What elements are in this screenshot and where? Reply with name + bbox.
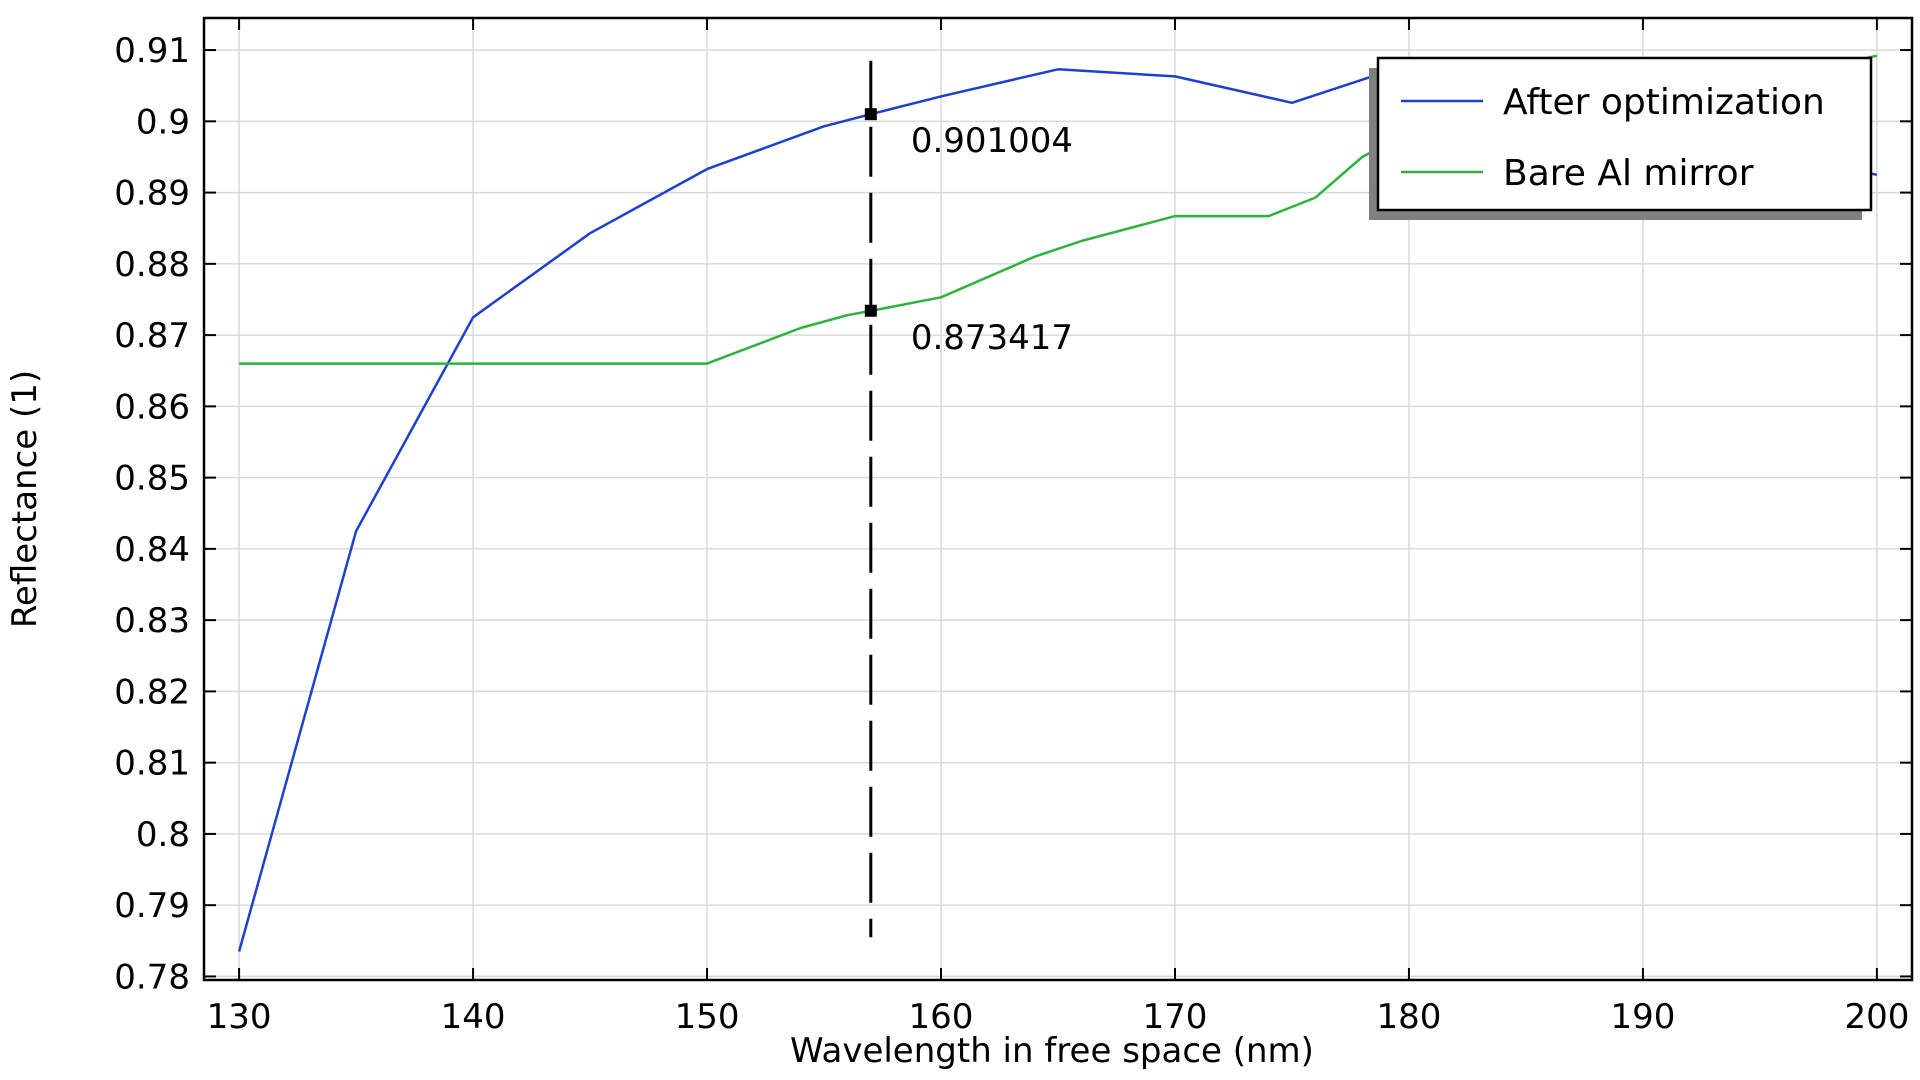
y-tick-label: 0.83 [114, 601, 190, 641]
y-tick-label: 0.87 [114, 316, 190, 356]
y-tick-label: 0.82 [114, 672, 190, 712]
plot-frame [202, 16, 1914, 982]
y-tick-label: 0.84 [114, 530, 190, 570]
axis-ticks [204, 18, 1912, 980]
y-axis-title: Reflectance (1) [5, 370, 45, 628]
x-tick-label: 170 [1143, 997, 1208, 1037]
x-tick-label: 150 [675, 997, 740, 1037]
cursor-value-label: 0.901004 [911, 121, 1073, 161]
x-tick-label: 160 [909, 997, 974, 1037]
y-tick-label: 0.88 [114, 245, 190, 285]
y-tick-label: 0.89 [114, 174, 190, 214]
tick-labels: 130 140 150 160 170 180 190 200 0.78 0.79 0.8 0.81 0… [114, 31, 1909, 1037]
y-tick-label: 0.8 [136, 815, 190, 855]
y-tick-label: 0.85 [114, 459, 190, 499]
cursor-marker [864, 304, 877, 317]
legend-label: Bare Al mirror [1503, 153, 1754, 194]
cursor-value-label: 0.873417 [911, 318, 1073, 358]
y-tick-label: 0.9 [136, 102, 190, 142]
x-tick-label: 140 [441, 997, 506, 1037]
x-tick-label: 200 [1844, 997, 1909, 1037]
x-tick-label: 130 [207, 997, 272, 1037]
legend: After optimization Bare Al mirror [1369, 56, 1873, 220]
cursor-layer: 0.901004 0.873417 [864, 60, 1073, 938]
y-tick-label: 0.91 [114, 31, 190, 71]
legend-label: After optimization [1503, 82, 1825, 123]
y-tick-label: 0.81 [114, 744, 190, 784]
legend-box [1376, 56, 1873, 212]
y-tick-label: 0.86 [114, 387, 190, 427]
y-tick-label: 0.79 [114, 886, 190, 926]
cursor-marker [864, 108, 877, 121]
x-axis-title: Wavelength in free space (nm) [790, 1031, 1314, 1071]
x-tick-label: 180 [1377, 997, 1442, 1037]
x-tick-label: 190 [1610, 997, 1675, 1037]
y-tick-label: 0.78 [114, 957, 190, 997]
